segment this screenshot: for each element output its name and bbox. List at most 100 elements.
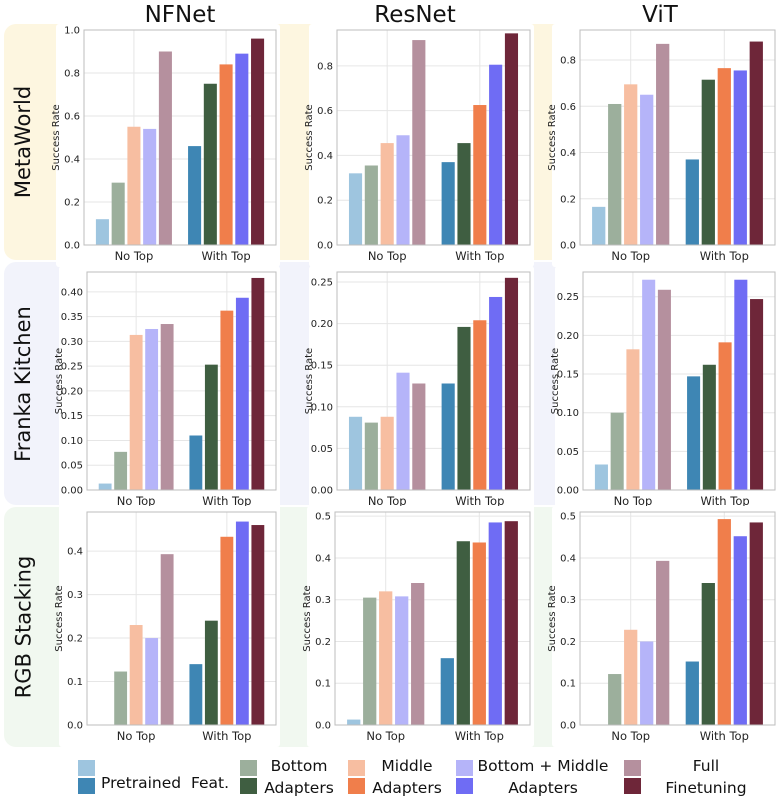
rgb-nfnet-xtick-label-1: With Top [202, 729, 251, 743]
metaworld-nfnet-bar-no-top-series-2 [127, 126, 141, 245]
metaworld-resnet-bar-with-top-series-4 [504, 33, 519, 245]
rgb-resnet-ytick-label-0: 0.0 [315, 721, 331, 732]
metaworld-nfnet-ytick-label-0: 0.0 [64, 241, 80, 252]
metaworld-vit-bar-with-top-series-2 [717, 68, 731, 245]
franka-vit-bar-no-top-series-4 [657, 289, 671, 490]
franka-nfnet-ytick-label-7: 0.35 [61, 312, 83, 323]
rgb-resnet-bar-with-top-series-3 [488, 522, 502, 725]
metaworld-resnet-bar-with-top-series-1 [457, 143, 471, 245]
metaworld-resnet-ytick-label-2: 0.4 [317, 151, 333, 162]
metaworld-nfnet-bar-with-top-series-3 [235, 53, 249, 246]
rgb-resnet-bar-with-top-series-0 [440, 658, 454, 725]
rgb-vit-bar-with-top-series-4 [749, 522, 763, 725]
franka-vit-bar-with-top-series-0 [687, 376, 701, 490]
legend-text-finetuning-line1: Full [692, 757, 720, 775]
legend-swatch-finetuning-dark [624, 778, 641, 794]
franka-nfnet-ytick-label-3: 0.15 [61, 411, 83, 422]
franka-nfnet-bar-no-top-series-4 [160, 324, 174, 490]
rgb-vit-xtick-label-1: With Top [700, 729, 749, 743]
rgb-nfnet-ytick-label-1: 0.1 [67, 677, 83, 688]
metaworld-resnet-ytick-label-3: 0.6 [317, 106, 333, 117]
legend-swatch-finetuning-light [624, 760, 641, 776]
metaworld-vit-bar-no-top-series-1 [608, 103, 622, 246]
metaworld-vit-ylabel: Success Rate [547, 104, 558, 170]
franka-nfnet-bar-no-top-series-1 [114, 451, 128, 490]
legend-text-middle-line2: Adapters [372, 779, 442, 797]
franka-nfnet-xtick-label-1: With Top [202, 494, 251, 508]
col-title-resnet: ResNet [374, 2, 456, 28]
legend-item-pretrained-features: Pretrained Feat. [72, 755, 232, 800]
legend-text-middle-line1: Middle [381, 757, 433, 775]
metaworld-nfnet-bar-no-top-series-1 [111, 182, 125, 245]
metaworld-nfnet-xtick-label-0: No Top [115, 249, 154, 263]
rgb-nfnet-ylabel: Success Rate [54, 585, 65, 651]
franka-vit-ylabel: Success Rate [550, 348, 561, 414]
franka-resnet-ytick-label-1: 0.05 [311, 444, 333, 455]
metaworld-vit-ytick-label-3: 0.6 [560, 102, 576, 113]
rgb-nfnet-axes-frame [86, 511, 277, 726]
franka-nfnet-bar-with-top-series-3 [235, 297, 249, 490]
rgb-nfnet-ytick-label-3: 0.3 [67, 590, 83, 601]
franka-vit-bar-no-top-series-0 [594, 464, 608, 490]
metaworld-resnet-xtick-label-1: With Top [455, 249, 504, 263]
franka-vit-ytick-label-4: 0.20 [557, 331, 579, 342]
franka-vit-bar-no-top-series-2 [626, 349, 640, 490]
franka-resnet-bar-no-top-series-0 [348, 416, 363, 490]
franka-nfnet-ytick-label-8: 0.40 [61, 287, 83, 298]
metaworld-vit-bar-with-top-series-4 [749, 41, 763, 245]
franka-nfnet-ytick-label-5: 0.25 [61, 362, 83, 373]
rgb-resnet-xtick-label-0: No Top [366, 729, 405, 743]
franka-vit-xtick-label-1: With Top [700, 494, 749, 508]
franka-nfnet-ytick-label-6: 0.30 [61, 337, 83, 348]
rgb-resnet-bar-with-top-series-4 [504, 521, 518, 725]
metaworld-resnet-axes-frame [336, 29, 531, 246]
rgb-resnet-ytick-label-4: 0.4 [315, 553, 331, 564]
franka-resnet-bar-no-top-series-1 [364, 422, 378, 490]
rgb-vit-bar-no-top-series-1 [608, 674, 622, 725]
rgb-nfnet-ytick-label-4: 0.4 [67, 547, 83, 558]
franka-vit-ytick-label-2: 0.10 [557, 408, 579, 419]
metaworld-resnet-xtick-label-0: No Top [368, 249, 407, 263]
metaworld-nfnet-ytick-label-5: 1.0 [64, 26, 80, 37]
metaworld-resnet-bar-with-top-series-0 [441, 162, 455, 245]
legend-item-bottom-adapters: Bottom Adapters [232, 755, 337, 800]
metaworld-nfnet-ylabel: Success Rate [51, 104, 62, 170]
metaworld-vit-xtick-label-1: With Top [700, 249, 749, 263]
metaworld-vit-xtick-label-0: No Top [611, 249, 650, 263]
franka-vit-xtick-label-0: No Top [614, 494, 653, 508]
franka-nfnet-bar-no-top-series-2 [129, 334, 143, 490]
rgb-resnet-ytick-label-2: 0.2 [315, 637, 331, 648]
rgb-vit-axes-frame [579, 511, 776, 726]
rgb-resnet-xtick-label-1: With Top [455, 729, 504, 743]
rgb-nfnet-bar-no-top-series-1 [114, 671, 128, 725]
franka-vit-ytick-label-3: 0.15 [557, 370, 579, 381]
metaworld-resnet-bar-no-top-series-0 [348, 173, 363, 245]
franka-resnet-bar-with-top-series-3 [489, 296, 503, 490]
rgb-resnet-bar-no-top-series-1 [363, 597, 377, 725]
metaworld-vit-bar-no-top-series-3 [640, 94, 654, 245]
rgb-vit-bar-with-top-series-1 [701, 583, 715, 725]
franka-vit-bar-no-top-series-1 [610, 412, 624, 490]
franka-resnet-bar-with-top-series-1 [457, 326, 471, 490]
franka-resnet-ytick-label-4: 0.20 [311, 319, 333, 330]
legend-swatch-middle-light [348, 760, 365, 776]
metaworld-vit-bar-with-top-series-0 [685, 159, 699, 245]
rgb-vit-bar-no-top-series-4 [656, 560, 670, 725]
rgb-nfnet-bar-with-top-series-3 [235, 521, 249, 725]
metaworld-vit-ytick-label-0: 0.0 [560, 241, 576, 252]
franka-nfnet-axes-frame [86, 271, 277, 491]
metaworld-vit-bar-with-top-series-3 [733, 70, 747, 245]
rgb-nfnet-ytick-label-0: 0.0 [67, 721, 83, 732]
franka-nfnet-ytick-label-4: 0.20 [61, 386, 83, 397]
rgb-nfnet-bar-with-top-series-4 [251, 525, 265, 725]
franka-resnet-bar-no-top-series-4 [412, 383, 426, 490]
franka-nfnet-xtick-label-0: No Top [117, 494, 156, 508]
rgb-nfnet-bar-with-top-series-1 [204, 620, 218, 725]
rgb-vit-ytick-label-4: 0.4 [560, 553, 576, 564]
franka-resnet-bar-with-top-series-0 [441, 383, 455, 490]
metaworld-vit-bar-no-top-series-2 [624, 84, 638, 245]
rgb-vit-xtick-label-0: No Top [611, 729, 650, 743]
franka-nfnet-bar-no-top-series-0 [98, 483, 112, 490]
rgb-vit-bar-no-top-series-3 [640, 641, 654, 725]
legend-text-bottom-middle-line2: Adapters [508, 779, 578, 797]
